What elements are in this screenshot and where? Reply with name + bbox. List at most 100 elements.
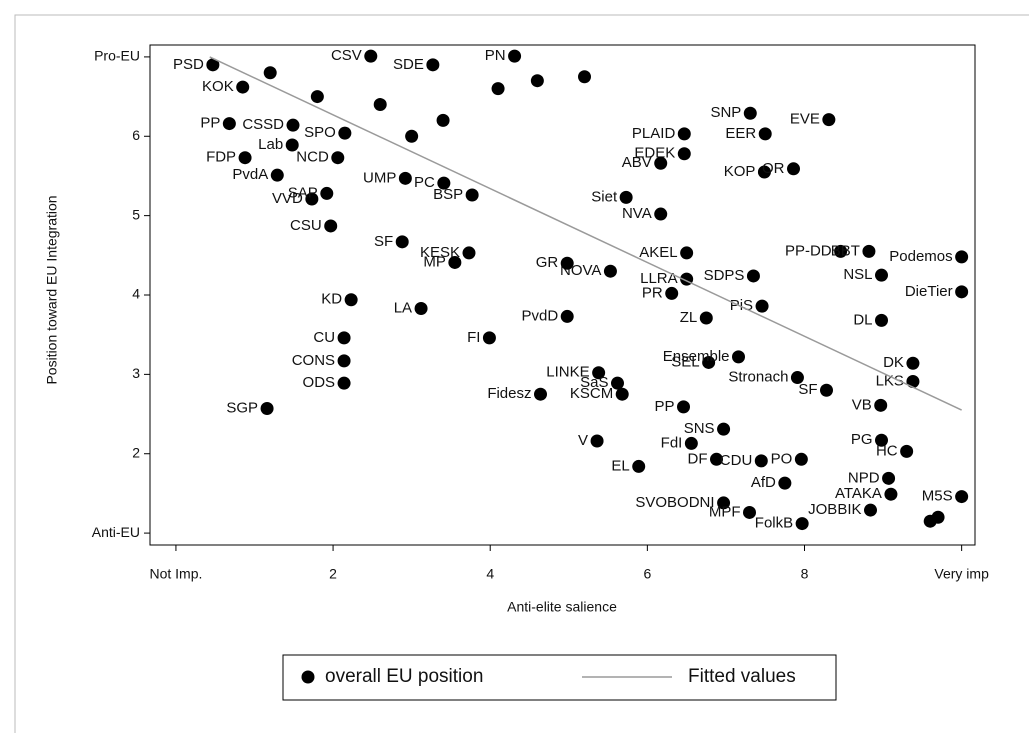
point-label: Lab	[258, 136, 283, 153]
point	[755, 299, 769, 313]
point	[611, 376, 624, 390]
point	[398, 171, 412, 185]
point-label: PC	[414, 174, 435, 191]
point	[437, 176, 451, 190]
point	[414, 301, 428, 315]
point	[875, 433, 888, 447]
outer-frame	[14, 14, 1029, 738]
point-label: SF	[374, 233, 393, 250]
x-axis-title: Anti-elite salience	[507, 599, 617, 615]
point	[373, 98, 387, 112]
point	[260, 401, 274, 415]
point-label: BSP	[433, 186, 463, 203]
point-label: Fidesz	[487, 385, 531, 402]
point-label: GR	[536, 254, 559, 271]
x-tick-label: Not Imp.	[149, 566, 202, 582]
point	[530, 74, 544, 88]
point-label: CU	[313, 329, 335, 346]
point-label: KOP	[724, 163, 756, 180]
point	[874, 398, 888, 412]
point-label: PLAID	[632, 125, 676, 142]
point-label: CSSD	[242, 116, 284, 133]
y-tick-label: Anti-EU	[92, 524, 140, 540]
x-tick-label: 8	[801, 566, 809, 582]
point	[222, 117, 236, 131]
legend-marker	[301, 670, 315, 684]
point	[632, 459, 646, 473]
point-label: SDE	[393, 56, 424, 73]
point	[955, 250, 969, 264]
point-label: EVE	[790, 111, 820, 128]
point	[906, 356, 920, 370]
point-label: Siet	[591, 188, 618, 205]
point-label: NSL	[843, 266, 872, 283]
point	[619, 190, 633, 204]
point	[834, 244, 848, 258]
point	[778, 476, 792, 490]
point	[534, 387, 547, 401]
point	[436, 113, 450, 127]
point	[665, 286, 679, 300]
point-label: PP-DD	[785, 242, 832, 259]
point-label: SPO	[304, 124, 336, 141]
point-label: PN	[485, 47, 506, 64]
point-label: PSD	[173, 56, 204, 73]
legend	[282, 654, 837, 701]
y-tick-label: 3	[132, 365, 140, 381]
point	[743, 106, 757, 120]
legend-label: overall EU position	[325, 666, 483, 687]
point-label: LA	[394, 299, 412, 316]
point-label: M5S	[922, 488, 953, 505]
point-label: EER	[725, 125, 756, 142]
point-label: DieTier	[905, 283, 953, 300]
point	[746, 269, 760, 283]
point	[654, 207, 668, 221]
point	[263, 66, 277, 80]
point-label: DL	[853, 311, 872, 328]
point-label: UMP	[363, 169, 396, 186]
point	[305, 192, 319, 206]
point	[578, 70, 591, 84]
point-label: PvdA	[232, 166, 268, 183]
point-label: PP	[654, 398, 674, 415]
point	[864, 503, 877, 517]
point	[560, 309, 574, 323]
point-label: SNS	[684, 420, 715, 437]
point-label: SDPS	[704, 267, 745, 284]
point	[590, 434, 604, 448]
point-label: PiS	[730, 297, 753, 314]
point	[787, 162, 800, 176]
point	[754, 454, 768, 468]
point	[900, 444, 914, 458]
point-label: DK	[883, 354, 904, 371]
y-tick-label: 4	[132, 286, 140, 302]
point-label: CONS	[292, 352, 335, 369]
point-label: PP	[200, 115, 220, 132]
point	[508, 49, 522, 63]
point	[820, 383, 833, 397]
y-tick-label: 6	[132, 127, 140, 143]
point	[702, 355, 716, 369]
point-label: SAP	[288, 184, 318, 201]
point-label: SGP	[226, 399, 258, 416]
point	[206, 58, 220, 72]
point	[790, 371, 804, 385]
point-label: PR	[642, 284, 663, 301]
point	[795, 517, 809, 531]
point	[270, 168, 284, 182]
point-label: VB	[852, 396, 872, 413]
point	[238, 151, 252, 165]
point-label: MP	[423, 253, 446, 270]
point-label: FI	[467, 329, 480, 346]
point-label: CSU	[290, 217, 322, 234]
point-label: SEL	[671, 353, 699, 370]
y-tick-label: 2	[132, 444, 140, 460]
point	[732, 350, 745, 364]
x-tick-label: Very imp	[934, 566, 989, 582]
point-label: KOK	[202, 78, 234, 95]
point	[875, 313, 888, 327]
point-label: SVOBODNI	[635, 494, 714, 511]
point	[875, 268, 888, 282]
